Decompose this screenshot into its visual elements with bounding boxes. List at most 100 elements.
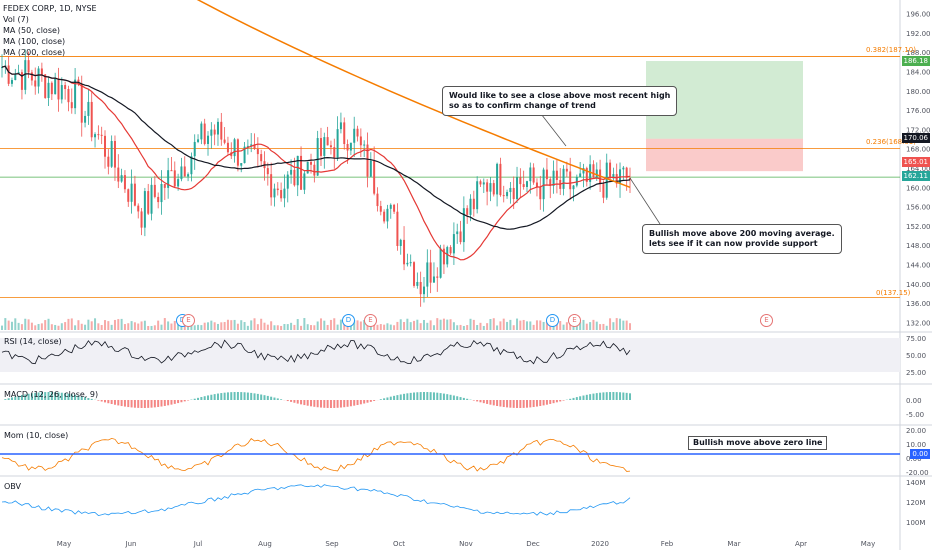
macd-bar [110, 400, 113, 405]
candle-body [127, 189, 130, 202]
macd-bar [266, 395, 269, 400]
candle-body [130, 183, 133, 202]
volume-bar [436, 318, 439, 330]
price-tick-label: 196.00 [906, 11, 931, 19]
macd-bar [137, 400, 140, 408]
volume-bar [137, 323, 140, 330]
macd-bar [173, 400, 176, 404]
volume-bar [323, 320, 326, 330]
volume-bar [555, 322, 558, 330]
candle-body [326, 137, 329, 146]
candle-body [104, 135, 107, 157]
candle-body [363, 144, 366, 146]
macd-bar [542, 400, 545, 406]
candle-body [183, 166, 186, 177]
earnings-badge-4[interactable]: E [760, 314, 773, 327]
macd-bar [7, 398, 10, 400]
macd-bar [64, 393, 67, 400]
earnings-badge-3[interactable]: E [568, 314, 581, 327]
macd-bar [436, 392, 439, 400]
volume-bar [409, 322, 412, 330]
candle-body [479, 181, 482, 185]
legend-ma100: MA (100, close) [3, 37, 66, 46]
x-tick-label: Sep [325, 540, 339, 548]
candle-body [406, 262, 409, 265]
price-tick-label: 176.00 [906, 107, 931, 115]
macd-bar [20, 395, 23, 400]
volume-bar [197, 324, 200, 330]
x-tick-label: Oct [393, 540, 405, 548]
candle-body [549, 179, 552, 186]
volume-bar [552, 325, 555, 330]
candle-body [545, 169, 548, 180]
candle-body [569, 171, 572, 190]
candle-body [20, 72, 23, 90]
dividend-badge-2[interactable]: D [342, 314, 355, 327]
x-tick-label: Mar [727, 540, 740, 548]
macd-bar [177, 400, 180, 404]
volume-bar [542, 321, 545, 330]
macd-bar [489, 400, 492, 405]
macd-bar [426, 392, 429, 400]
macd-bar [592, 393, 595, 400]
earnings-badge-2[interactable]: E [364, 314, 377, 327]
legend-ma200: MA (200, close) [3, 48, 66, 57]
earnings-badge-1[interactable]: E [182, 314, 195, 327]
candle-body [466, 208, 469, 215]
candle-body [137, 205, 140, 212]
candle-body [37, 68, 40, 87]
macd-bar [256, 393, 259, 400]
volume-bar [582, 319, 585, 330]
macd-bar [329, 400, 332, 408]
candle-body [110, 140, 113, 167]
macd-bar [90, 398, 93, 400]
macd-bar [24, 394, 27, 400]
candle-body [180, 166, 183, 180]
macd-bar [170, 400, 173, 405]
volume-bar [150, 325, 153, 330]
volume-bar [506, 321, 509, 330]
candle-body [193, 141, 196, 157]
macd-bar [449, 394, 452, 400]
macd-bar [316, 400, 319, 408]
volume-bar [97, 323, 100, 330]
volume-bar [147, 325, 150, 330]
volume-bar [326, 324, 329, 330]
macd-bar [442, 393, 445, 400]
candle-body [220, 121, 223, 140]
candle-body [555, 170, 558, 180]
macd-bar [422, 392, 425, 400]
legend-symbol: FEDEX CORP, 1D, NYSE [3, 4, 97, 13]
candle-body [256, 148, 259, 155]
macd-bar [130, 400, 133, 408]
volume-bar [296, 319, 299, 330]
volume-bar [57, 325, 60, 330]
macd-bar [240, 392, 243, 400]
macd-bar [589, 394, 592, 400]
macd-bar [525, 400, 528, 408]
volume-bar [343, 324, 346, 330]
macd-bar [346, 400, 349, 407]
note-top-line1: Would like to see a close above most rec… [449, 91, 671, 100]
obv-label: OBV [4, 482, 22, 491]
candle-body [1, 67, 3, 69]
candle-body [476, 181, 479, 210]
candle-body [612, 174, 615, 179]
candle-body [605, 162, 608, 198]
volume-bar [310, 325, 313, 330]
macd-bar [373, 400, 376, 401]
candle-body [173, 170, 176, 187]
volume-bar [276, 325, 279, 330]
macd-bar [512, 400, 515, 408]
macd-bar [17, 395, 20, 400]
candle-body [426, 262, 429, 287]
candle-body [585, 168, 588, 182]
dividend-badge-3[interactable]: D [546, 314, 559, 327]
macd-bar [506, 400, 509, 408]
volume-bar [419, 323, 422, 330]
macd-bar [157, 400, 160, 407]
volume-bar [466, 325, 469, 330]
macd-bar [37, 392, 40, 400]
macd-bar [163, 400, 166, 406]
